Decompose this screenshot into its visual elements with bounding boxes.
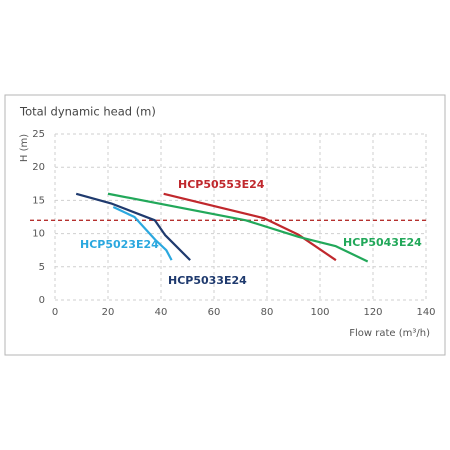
chart-frame (4, 94, 446, 356)
x-tick-label: 120 (363, 307, 382, 318)
x-tick-label: 140 (416, 307, 435, 318)
series-line (112, 206, 173, 261)
series-line (75, 192, 191, 261)
series-label: HCP5043E24 (343, 236, 422, 249)
series-label: HCP5023E24 (80, 238, 159, 251)
y-axis-label: H (m) (19, 134, 30, 162)
y-tick-label: 0 (39, 295, 45, 306)
chart-title: Total dynamic head (m) (19, 105, 156, 119)
x-tick-label: 40 (155, 307, 168, 318)
x-axis-label: Flow rate (m³/h) (349, 328, 430, 339)
y-tick-label: 25 (32, 129, 45, 140)
series-line (107, 192, 369, 263)
y-tick-label: 15 (32, 195, 45, 206)
y-tick-label: 5 (39, 262, 45, 273)
x-tick-label: 20 (102, 307, 115, 318)
y-tick-label: 20 (32, 162, 45, 173)
series-line (163, 192, 337, 262)
series-label: HCP50553E24 (178, 178, 265, 191)
x-tick-label: 0 (52, 307, 58, 318)
y-tick-label: 10 (32, 229, 45, 240)
series-label: HCP5033E24 (168, 274, 247, 287)
x-tick-label: 60 (208, 307, 221, 318)
x-tick-label: 100 (310, 307, 329, 318)
x-tick-label: 80 (261, 307, 274, 318)
